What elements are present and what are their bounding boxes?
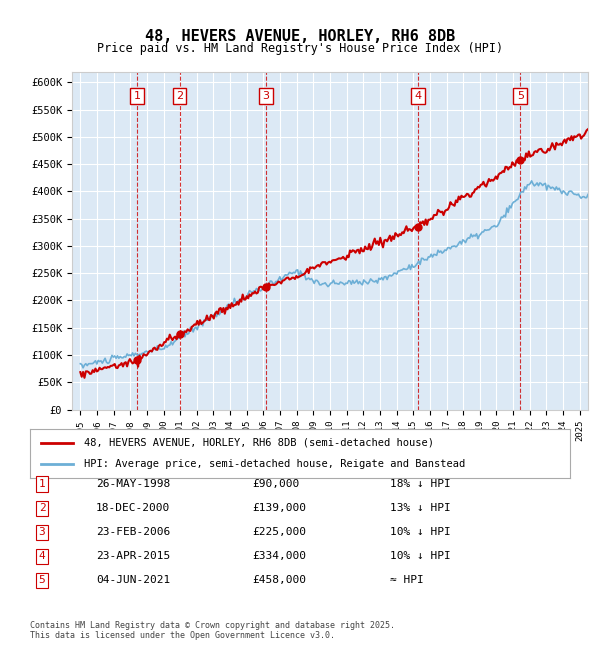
Text: 26-MAY-1998: 26-MAY-1998: [96, 479, 170, 489]
Text: 13% ↓ HPI: 13% ↓ HPI: [390, 503, 451, 514]
Text: 4: 4: [38, 551, 46, 562]
Text: Contains HM Land Registry data © Crown copyright and database right 2025.
This d: Contains HM Land Registry data © Crown c…: [30, 621, 395, 640]
Text: 5: 5: [38, 575, 46, 586]
Text: £139,000: £139,000: [252, 503, 306, 514]
Text: 48, HEVERS AVENUE, HORLEY, RH6 8DB (semi-detached house): 48, HEVERS AVENUE, HORLEY, RH6 8DB (semi…: [84, 437, 434, 448]
Text: 1: 1: [133, 91, 140, 101]
Text: 04-JUN-2021: 04-JUN-2021: [96, 575, 170, 586]
Text: 2: 2: [176, 91, 183, 101]
Text: 23-FEB-2006: 23-FEB-2006: [96, 527, 170, 538]
Text: £334,000: £334,000: [252, 551, 306, 562]
Text: 10% ↓ HPI: 10% ↓ HPI: [390, 551, 451, 562]
Text: £90,000: £90,000: [252, 479, 299, 489]
Text: 3: 3: [262, 91, 269, 101]
Text: 4: 4: [415, 91, 422, 101]
Text: £225,000: £225,000: [252, 527, 306, 538]
Text: 18-DEC-2000: 18-DEC-2000: [96, 503, 170, 514]
Text: 18% ↓ HPI: 18% ↓ HPI: [390, 479, 451, 489]
Text: £458,000: £458,000: [252, 575, 306, 586]
Text: 23-APR-2015: 23-APR-2015: [96, 551, 170, 562]
Text: 2: 2: [38, 503, 46, 514]
Text: 10% ↓ HPI: 10% ↓ HPI: [390, 527, 451, 538]
Text: 1: 1: [38, 479, 46, 489]
Text: 5: 5: [517, 91, 524, 101]
Text: Price paid vs. HM Land Registry's House Price Index (HPI): Price paid vs. HM Land Registry's House …: [97, 42, 503, 55]
Text: HPI: Average price, semi-detached house, Reigate and Banstead: HPI: Average price, semi-detached house,…: [84, 459, 465, 469]
Text: 3: 3: [38, 527, 46, 538]
Text: ≈ HPI: ≈ HPI: [390, 575, 424, 586]
Text: 48, HEVERS AVENUE, HORLEY, RH6 8DB: 48, HEVERS AVENUE, HORLEY, RH6 8DB: [145, 29, 455, 44]
